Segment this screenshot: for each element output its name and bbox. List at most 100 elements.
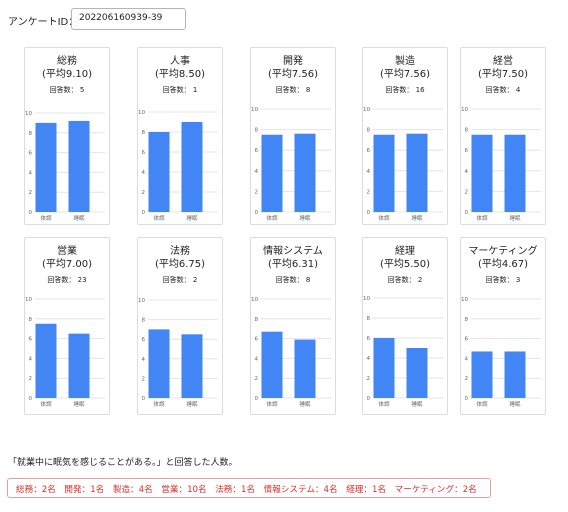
x-tick-label: 睡眠 <box>411 400 423 408</box>
x-tick-label: 睡眠 <box>73 214 85 222</box>
survey-id-field[interactable]: 202206160939-39 <box>71 8 186 30</box>
chart-card: 営業 (平均7.00) 回答数： 23 0 2 4 6 8 10 体調 睡眠 <box>24 237 110 415</box>
y-tick-label: 10 <box>138 110 145 116</box>
y-tick-label: 6 <box>367 336 371 342</box>
chart-average: (平均6.75) <box>154 259 206 270</box>
bar-chart: 0 2 4 6 8 10 体調 睡眠 <box>363 107 443 222</box>
x-tick-label: 睡眠 <box>509 214 521 222</box>
y-tick-label: 0 <box>255 396 259 402</box>
y-tick-label: 10 <box>461 107 468 113</box>
chart-average: (平均9.10) <box>41 69 93 80</box>
y-tick-label: 0 <box>255 210 259 216</box>
y-tick-label: 8 <box>367 316 371 322</box>
y-tick-label: 0 <box>465 210 469 216</box>
chart-title: 情報システム <box>263 246 323 257</box>
y-tick-label: 4 <box>465 356 469 362</box>
x-tick-label: 体調 <box>266 214 278 222</box>
chart-card: 法務 (平均6.75) 回答数： 2 0 2 4 6 8 10 体調 睡眠 <box>137 237 223 415</box>
y-tick-label: 8 <box>465 128 469 134</box>
y-tick-label: 10 <box>363 107 370 113</box>
bar <box>406 133 428 212</box>
chart-title: 開発 <box>283 56 303 67</box>
sleepiness-result-box: 総務：2名 開発：1名 製造：4名 営業：10名 法務：1名 情報システム：4名… <box>7 478 491 498</box>
bar-chart: 0 2 4 6 8 10 体調 睡眠 <box>363 296 443 408</box>
y-tick-label: 8 <box>255 128 259 134</box>
chart-response-count: 回答数： 23 <box>47 276 87 284</box>
y-tick-label: 8 <box>142 130 146 136</box>
y-tick-label: 8 <box>29 131 33 137</box>
y-tick-label: 0 <box>142 210 146 216</box>
y-tick-label: 10 <box>25 297 32 303</box>
bar <box>148 329 170 398</box>
y-tick-label: 2 <box>142 376 146 382</box>
y-tick-label: 0 <box>367 210 371 216</box>
y-tick-label: 4 <box>142 357 146 363</box>
bar-chart: 0 2 4 6 8 10 体調 睡眠 <box>461 297 541 408</box>
chart-title: マーケティング <box>468 246 538 257</box>
y-tick-label: 4 <box>142 170 146 176</box>
x-tick-label: 体調 <box>40 214 52 222</box>
y-tick-label: 8 <box>142 318 146 324</box>
chart-response-count: 回答数： 16 <box>385 86 425 94</box>
bar <box>35 323 57 398</box>
y-tick-label: 2 <box>255 189 259 195</box>
y-tick-label: 10 <box>138 298 145 304</box>
x-tick-label: 体調 <box>378 214 390 222</box>
y-tick-label: 6 <box>465 148 469 154</box>
y-tick-label: 0 <box>29 396 33 402</box>
y-tick-label: 10 <box>363 296 370 302</box>
chart-card: 情報システム (平均6.31) 回答数： 8 0 2 4 6 8 10 体調 睡眠 <box>250 237 336 415</box>
chart-response-count: 回答数： 8 <box>275 86 311 94</box>
bar <box>68 333 90 398</box>
y-tick-label: 2 <box>255 376 259 382</box>
x-tick-label: 睡眠 <box>509 400 521 408</box>
bar <box>373 338 395 398</box>
y-tick-label: 6 <box>142 337 146 343</box>
bar-chart: 0 2 4 6 8 10 体調 睡眠 <box>251 107 331 222</box>
bar <box>148 132 170 212</box>
chart-response-count: 回答数： 5 <box>49 86 85 94</box>
y-tick-label: 0 <box>465 396 469 402</box>
sleepiness-note: 「就業中に眠気を感じることがある。」と回答した人数。 <box>8 458 238 468</box>
chart-average: (平均7.56) <box>267 69 319 80</box>
y-tick-label: 4 <box>29 170 33 176</box>
bar <box>181 334 203 398</box>
y-tick-label: 6 <box>142 150 146 156</box>
x-tick-label: 体調 <box>476 214 488 222</box>
bar <box>373 134 395 212</box>
y-tick-label: 2 <box>142 190 146 196</box>
y-tick-label: 8 <box>367 128 371 134</box>
chart-card: マーケティング (平均4.67) 回答数： 3 0 2 4 6 8 10 体調 睡眠 <box>460 237 546 415</box>
x-tick-label: 睡眠 <box>299 214 311 222</box>
y-tick-label: 10 <box>251 297 258 303</box>
chart-card: 製造 (平均7.56) 回答数： 16 0 2 4 6 8 10 体調 睡眠 <box>362 47 448 225</box>
y-tick-label: 8 <box>29 317 33 323</box>
y-tick-label: 2 <box>29 190 33 196</box>
y-tick-label: 0 <box>142 396 146 402</box>
chart-title: 経理 <box>395 246 415 257</box>
chart-response-count: 回答数： 1 <box>162 86 198 94</box>
chart-card: 人事 (平均8.50) 回答数： 1 0 2 4 6 8 10 体調 睡眠 <box>137 47 223 225</box>
bar <box>471 351 493 398</box>
x-tick-label: 体調 <box>153 214 165 222</box>
chart-card: 総務 (平均9.10) 回答数： 5 0 2 4 6 8 10 体調 睡眠 <box>24 47 110 225</box>
bar <box>261 134 283 212</box>
chart-response-count: 回答数： 3 <box>485 276 521 284</box>
y-tick-label: 10 <box>25 111 32 117</box>
y-tick-label: 4 <box>367 169 371 175</box>
x-tick-label: 睡眠 <box>411 214 423 222</box>
bar-chart: 0 2 4 6 8 10 体調 睡眠 <box>138 110 218 222</box>
y-tick-label: 6 <box>255 337 259 343</box>
chart-title: 法務 <box>170 246 190 257</box>
bar <box>35 122 57 212</box>
x-tick-label: 睡眠 <box>299 400 311 408</box>
x-tick-label: 睡眠 <box>186 400 198 408</box>
chart-title: 総務 <box>57 56 77 67</box>
bar-chart: 0 2 4 6 8 10 体調 睡眠 <box>25 111 105 222</box>
y-tick-label: 6 <box>367 148 371 154</box>
bar <box>471 134 493 212</box>
y-tick-label: 10 <box>461 297 468 303</box>
chart-average: (平均7.56) <box>379 69 431 80</box>
y-tick-label: 4 <box>255 169 259 175</box>
bar <box>406 348 428 398</box>
